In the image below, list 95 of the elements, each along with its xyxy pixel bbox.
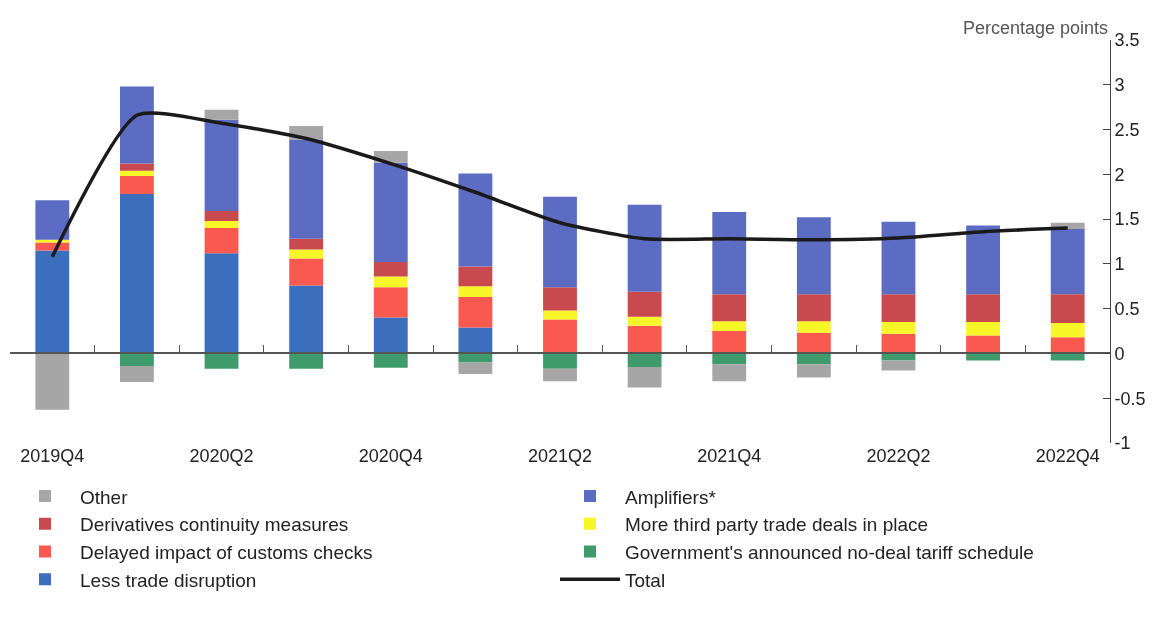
bar [881,294,916,323]
bar [120,194,154,354]
bar [289,258,324,286]
bar [35,250,70,354]
y-axis-title: Percentage points [963,18,1109,38]
bar [373,262,408,277]
bar [289,285,324,354]
bar [966,294,1000,323]
bar [373,353,408,368]
bar [627,366,662,388]
y-tick-label: 3.5 [1114,30,1140,51]
bar [204,119,239,212]
bar [120,353,154,366]
bar [289,238,324,250]
y-tick-label: 0 [1114,343,1125,364]
legend-label: Delayed impact of customs checks [80,541,373,563]
x-tick-label: 2022Q2 [866,446,931,466]
bar [458,297,493,328]
y-tick-label: 2 [1114,164,1125,185]
bar [796,332,831,354]
bar [543,196,577,288]
bar [796,353,831,365]
y-tick-label: 1 [1114,254,1125,275]
bar [712,364,747,382]
bar [881,221,916,295]
bar [204,253,239,354]
bar [458,173,493,267]
bar [543,287,577,311]
x-tick-label: 2021Q4 [697,446,762,466]
bar [204,220,239,229]
bar [204,228,239,254]
bar [120,163,154,171]
legend-label: More third party trade deals in place [625,514,929,536]
x-tick-label: 2020Q4 [358,446,423,466]
bar [627,204,662,292]
bar [627,316,662,326]
bar [373,162,408,263]
bar [712,211,747,295]
y-tick-label: -1 [1114,433,1131,454]
bar [627,325,662,354]
bar [543,319,577,354]
bar [627,353,662,367]
x-tick-label: 2021Q2 [527,446,593,466]
bar [458,327,493,354]
bar [966,322,1000,336]
y-tick-label: -0.5 [1114,388,1146,409]
bar [1050,228,1085,295]
bar [543,310,577,320]
bar [204,211,239,221]
bar [1050,323,1085,338]
bar [966,225,1000,295]
bar [881,322,916,334]
legend-label: Derivatives continuity measures [80,514,349,536]
bar [120,86,154,164]
bar [712,294,747,322]
bar [627,291,662,317]
bar [712,321,747,332]
bar [458,266,493,287]
x-tick-label: 2022Q4 [1035,446,1100,466]
bar [1050,294,1085,323]
bar [373,276,408,288]
legend-label: Government's announced no-deal tariff schedule [625,541,1034,563]
legend-label: Amplifiers* [625,486,717,508]
bar [373,287,408,318]
y-tick-label: 3 [1114,75,1125,96]
legend-label: Total [625,569,666,591]
legend-label: Less trade disruption [80,569,257,591]
bar [458,286,493,298]
bar [289,139,324,239]
bar [458,362,493,375]
bar [204,353,239,369]
bar [543,368,577,382]
y-tick-label: 1.5 [1114,209,1140,230]
bar [120,365,154,383]
bar [543,353,577,369]
bar [35,353,70,410]
bar [204,109,239,120]
x-tick-label: 2020Q2 [189,446,254,466]
x-tick-label: 2019Q4 [20,446,85,466]
bar [120,170,154,177]
legend-label: Other [80,486,129,508]
bar [120,176,154,195]
bar [966,335,1000,354]
bar [796,217,831,295]
bar [796,321,831,333]
bar [796,294,831,322]
y-tick-label: 0.5 [1114,298,1140,319]
bar [712,353,747,365]
bar [373,317,408,354]
y-tick-label: 2.5 [1114,119,1140,140]
bar [712,331,747,354]
bar [289,249,324,259]
bar [35,200,70,240]
bar [289,353,324,369]
bar [796,364,831,378]
